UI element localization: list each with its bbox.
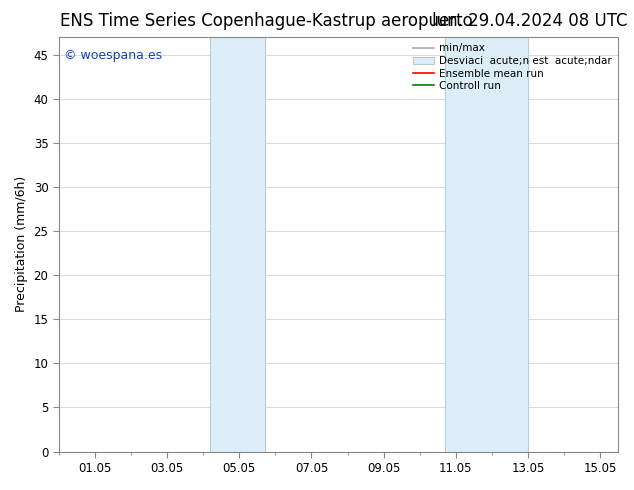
Legend: min/max, Desviaci  acute;n est  acute;ndar, Ensemble mean run, Controll run: min/max, Desviaci acute;n est acute;ndar…	[409, 39, 616, 95]
Text: lun. 29.04.2024 08 UTC: lun. 29.04.2024 08 UTC	[432, 12, 628, 30]
Bar	[445, 37, 528, 452]
Y-axis label: Precipitation (mm/6h): Precipitation (mm/6h)	[15, 176, 28, 313]
Text: © woespana.es: © woespana.es	[65, 49, 162, 63]
Text: ENS Time Series Copenhague-Kastrup aeropuerto: ENS Time Series Copenhague-Kastrup aerop…	[60, 12, 473, 30]
Bar	[210, 37, 264, 452]
